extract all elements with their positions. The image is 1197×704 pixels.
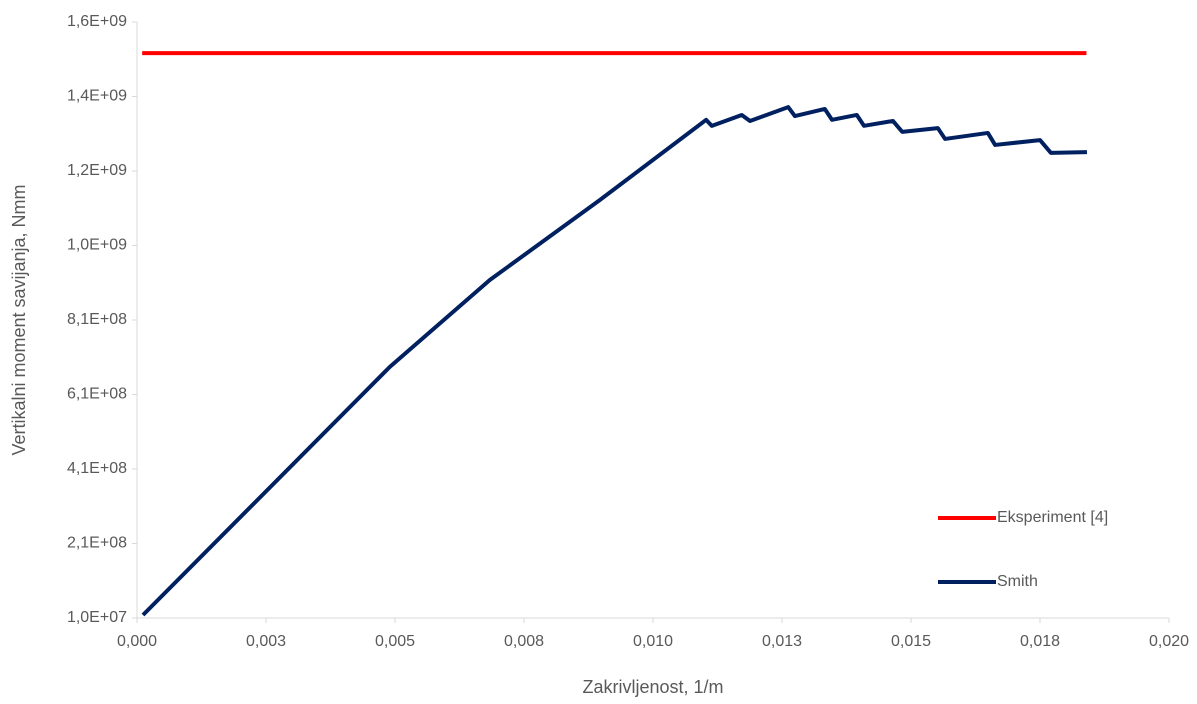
series-line bbox=[141, 105, 1088, 617]
y-tick-label: 1,2E+09 bbox=[67, 162, 127, 179]
x-tick-label: 0,005 bbox=[375, 633, 415, 650]
legend-label: Smith bbox=[997, 573, 1038, 590]
y-tick-label: 8,1E+08 bbox=[67, 311, 127, 328]
y-axis-title: Vertikalni moment savijanja, Nmm bbox=[9, 184, 29, 455]
x-tick-label: 0,000 bbox=[117, 633, 157, 650]
legend-label: Eksperiment [4] bbox=[997, 509, 1108, 526]
x-tick-label: 0,015 bbox=[891, 633, 931, 650]
x-tick-label: 0,003 bbox=[246, 633, 286, 650]
y-tick-label: 2,1E+08 bbox=[67, 535, 127, 552]
x-tick-label: 0,020 bbox=[1149, 633, 1189, 650]
x-tick-label: 0,010 bbox=[633, 633, 673, 650]
x-tick-label: 0,018 bbox=[1020, 633, 1060, 650]
y-tick-label: 6,1E+08 bbox=[67, 386, 127, 403]
x-axis-title: Zakrivljenost, 1/m bbox=[582, 677, 723, 697]
y-tick-label: 1,4E+09 bbox=[67, 88, 127, 105]
y-tick-label: 1,6E+09 bbox=[67, 13, 127, 30]
y-tick-label: 1,0E+07 bbox=[67, 609, 127, 626]
y-tick-label: 4,1E+08 bbox=[67, 460, 127, 477]
x-tick-label: 0,013 bbox=[762, 633, 802, 650]
x-tick-label: 0,008 bbox=[504, 633, 544, 650]
y-tick-label: 1,0E+09 bbox=[67, 237, 127, 254]
